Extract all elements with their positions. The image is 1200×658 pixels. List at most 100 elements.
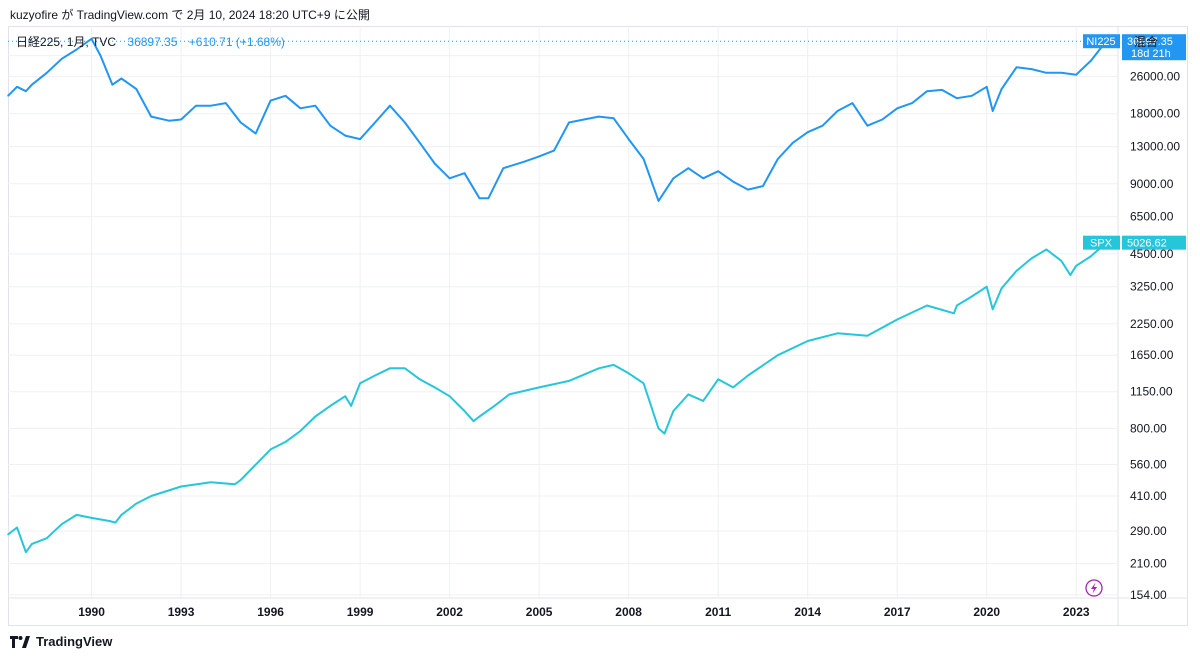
x-tick-label: 1999: [347, 605, 374, 619]
data-point-spx: [433, 386, 436, 389]
data-point-spx: [60, 523, 63, 525]
data-point-spx: [16, 526, 18, 529]
data-point-ni225: [956, 97, 958, 99]
series-lines: [7, 37, 1118, 554]
footer-brand: TradingView: [10, 634, 112, 649]
series-name-tag: [1083, 34, 1120, 49]
data-point-spx: [1000, 287, 1003, 290]
x-tick-label: 1996: [257, 605, 284, 619]
x-tick-label: 2020: [973, 605, 1000, 619]
chart-icons: [1085, 579, 1103, 597]
data-point-spx: [448, 395, 451, 398]
price-tag: [1122, 34, 1186, 61]
x-tick-label: 2008: [615, 605, 642, 619]
data-point-ni225: [168, 119, 170, 122]
data-point-spx: [75, 514, 78, 516]
data-point-ni225: [1030, 68, 1033, 70]
data-point-ni225: [329, 124, 332, 127]
data-point-spx: [284, 441, 287, 443]
data-point-spx: [1030, 257, 1033, 260]
data-point-ni225: [821, 124, 824, 127]
data-point-ni225: [911, 102, 913, 104]
data-point-spx: [1090, 255, 1092, 257]
data-point-ni225: [1015, 66, 1018, 69]
data-point-ni225: [702, 177, 704, 180]
data-point-spx: [806, 340, 809, 342]
y-tick-label: 1150.00: [1130, 385, 1173, 399]
data-point-ni225: [225, 102, 227, 104]
data-point-ni225: [985, 86, 988, 88]
y-tick-label: 9000.00: [1130, 177, 1174, 191]
data-point-ni225: [419, 142, 421, 144]
data-point-spx: [150, 495, 152, 497]
legend-price: 36897.35: [127, 35, 178, 49]
data-point-ni225: [583, 118, 585, 121]
data-point-spx: [472, 420, 475, 422]
y-tick-label: 560.00: [1130, 457, 1167, 471]
data-point-ni225: [523, 160, 525, 163]
data-point-spx: [180, 485, 182, 488]
data-point-ni225: [926, 90, 928, 92]
data-point-ni225: [180, 118, 182, 121]
data-point-ni225: [777, 158, 779, 160]
data-point-spx: [896, 318, 898, 321]
data-point-spx: [389, 367, 391, 370]
data-point-spx: [239, 479, 242, 481]
data-point-spx: [777, 354, 779, 357]
tradingview-logo-icon: [10, 635, 30, 648]
data-point-spx: [350, 405, 352, 407]
data-point-ni225: [612, 117, 615, 120]
data-point-ni225: [135, 88, 138, 90]
y-tick-label: 3250.00: [1130, 280, 1174, 294]
data-point-ni225: [747, 188, 749, 191]
data-point-spx: [1069, 274, 1072, 276]
grid-lines: [8, 26, 1188, 626]
data-point-spx: [568, 380, 570, 382]
data-point-spx: [866, 335, 869, 337]
chart-frame[interactable]: [8, 26, 1188, 626]
data-point-spx: [991, 308, 994, 311]
data-point-spx: [404, 367, 406, 370]
data-point-spx: [598, 367, 600, 370]
scale-mode-button[interactable]: 混合: [1134, 35, 1159, 49]
data-point-ni225: [99, 54, 102, 57]
data-point-ni225: [1075, 73, 1077, 76]
data-point-spx: [269, 448, 272, 451]
data-point-ni225: [941, 89, 943, 91]
data-point-ni225: [487, 197, 490, 200]
data-point-ni225: [111, 83, 114, 86]
data-point-spx: [985, 285, 988, 288]
data-point-ni225: [836, 110, 839, 112]
data-point-ni225: [1060, 72, 1063, 74]
data-point-spx: [359, 382, 361, 385]
data-point-spx: [90, 517, 93, 519]
time-axis[interactable]: 1990 1993 1996 1999 2002 2005 2008 2011 2014 2017…: [78, 605, 1090, 619]
data-point-ni225: [31, 83, 33, 86]
data-point-spx: [31, 543, 33, 545]
price-axis[interactable]: 154.00 210.00 290.00 410.00 560.00 800.00 1150…: [1130, 49, 1180, 602]
data-point-spx: [612, 364, 615, 366]
data-point-spx: [1015, 270, 1018, 272]
data-point-ni225: [120, 77, 123, 80]
data-point-ni225: [359, 138, 361, 140]
data-point-spx: [732, 386, 734, 389]
data-point-spx: [210, 481, 212, 484]
x-tick-label: 1990: [78, 605, 105, 619]
data-point-spx: [493, 405, 496, 407]
data-point-spx: [1075, 265, 1077, 267]
data-point-ni225: [478, 197, 481, 200]
data-point-spx: [956, 304, 958, 307]
series-line-spx: [7, 241, 1107, 554]
data-point-ni225: [553, 149, 555, 152]
y-tick-label: 290.00: [1130, 524, 1167, 538]
data-point-ni225: [717, 170, 719, 172]
data-point-spx: [1060, 260, 1063, 262]
data-point-ni225: [762, 185, 764, 187]
data-point-ni225: [60, 58, 63, 60]
series-name-tag-label: SPX: [1090, 238, 1113, 250]
symbol-legend[interactable]: 日経225, 1月, TVC 36897.35 +610.71 (+1.68%): [16, 33, 285, 50]
data-point-ni225: [404, 121, 406, 124]
lightning-icon[interactable]: [1085, 579, 1103, 597]
